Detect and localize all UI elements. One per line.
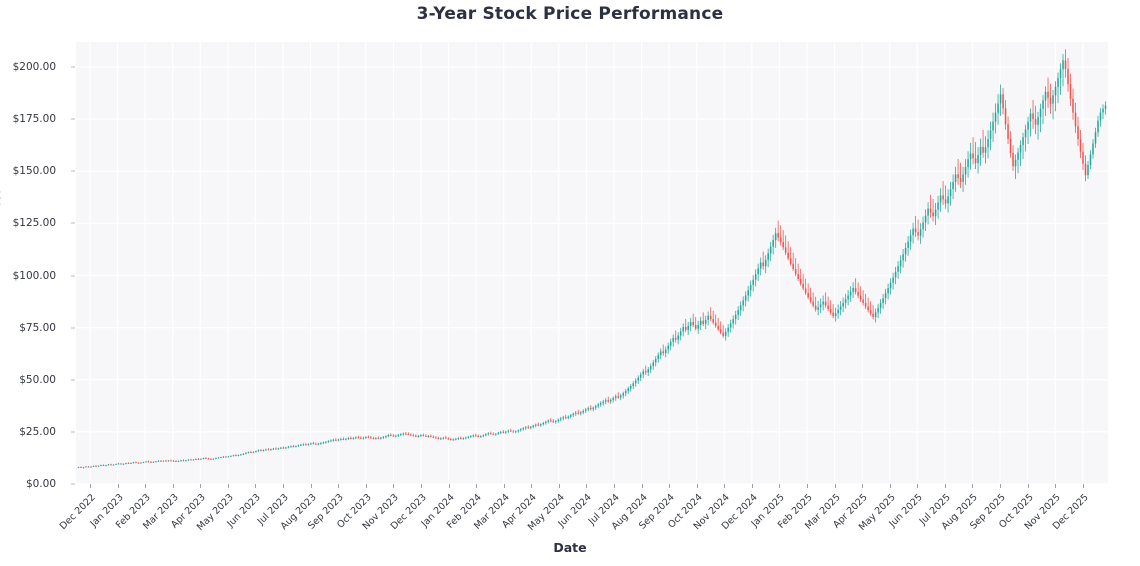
- x-tick-mark: [613, 484, 615, 488]
- x-tick-mark: [310, 484, 312, 488]
- y-tick-label: $175.00: [12, 113, 56, 126]
- x-tick-mark: [889, 484, 891, 488]
- x-tick-mark: [393, 484, 395, 488]
- x-tick-mark: [365, 484, 367, 488]
- x-tick-mark: [531, 484, 533, 488]
- page-title: 3-Year Stock Price Performance: [416, 4, 724, 24]
- y-tick-mark: [71, 118, 75, 120]
- x-tick-mark: [558, 484, 560, 488]
- x-tick-mark: [117, 484, 119, 488]
- y-tick-mark: [71, 66, 75, 68]
- x-tick-mark: [834, 484, 836, 488]
- x-tick-mark: [1082, 484, 1084, 488]
- x-tick-mark: [641, 484, 643, 488]
- y-tick-mark: [71, 275, 75, 276]
- x-tick-mark: [586, 484, 588, 488]
- y-tick-mark: [71, 327, 75, 329]
- x-tick-mark: [476, 484, 478, 488]
- y-tick-label: $25.00: [19, 425, 56, 438]
- y-tick-label: $0.00: [25, 478, 56, 490]
- x-tick-mark: [1027, 484, 1029, 488]
- x-tick-mark: [696, 484, 698, 488]
- y-axis-label: Price ($): [0, 158, 2, 278]
- x-tick-mark: [1055, 484, 1057, 488]
- x-tick-mark: [807, 484, 808, 488]
- x-tick-mark: [227, 484, 229, 488]
- x-tick-mark: [724, 484, 726, 488]
- y-tick-label: $200.00: [12, 61, 56, 74]
- x-tick-mark: [283, 484, 285, 488]
- y-tick-mark: [71, 431, 75, 433]
- x-tick-mark: [751, 484, 753, 488]
- x-tick-mark: [1000, 484, 1002, 488]
- x-tick-mark: [200, 484, 202, 488]
- y-tick-label: $100.00: [12, 269, 56, 282]
- x-tick-mark: [145, 484, 147, 488]
- x-tick-mark: [90, 484, 91, 488]
- y-tick-mark: [71, 170, 75, 172]
- y-tick-label: $75.00: [19, 321, 56, 334]
- x-tick-mark: [448, 484, 450, 488]
- x-tick-mark: [172, 484, 174, 488]
- y-tick-mark: [71, 222, 75, 224]
- x-tick-mark: [338, 484, 340, 488]
- x-tick-mark: [669, 484, 671, 488]
- x-tick-mark: [917, 484, 919, 488]
- y-tick-label: $150.00: [12, 165, 56, 178]
- x-tick-mark: [779, 484, 781, 488]
- plot-area: [76, 42, 1108, 484]
- x-tick-mark: [862, 484, 864, 488]
- x-tick-mark: [255, 484, 257, 488]
- y-tick-mark: [71, 483, 75, 485]
- y-tick-mark: [71, 379, 75, 381]
- x-axis-label: Date: [553, 540, 587, 555]
- x-tick-mark: [503, 484, 505, 488]
- x-tick-mark: [944, 484, 946, 488]
- x-tick-mark: [972, 484, 974, 488]
- candlestick-series: [76, 42, 1108, 484]
- y-tick-label: $125.00: [12, 217, 56, 230]
- y-tick-label: $50.00: [19, 373, 56, 386]
- x-tick-mark: [420, 484, 422, 488]
